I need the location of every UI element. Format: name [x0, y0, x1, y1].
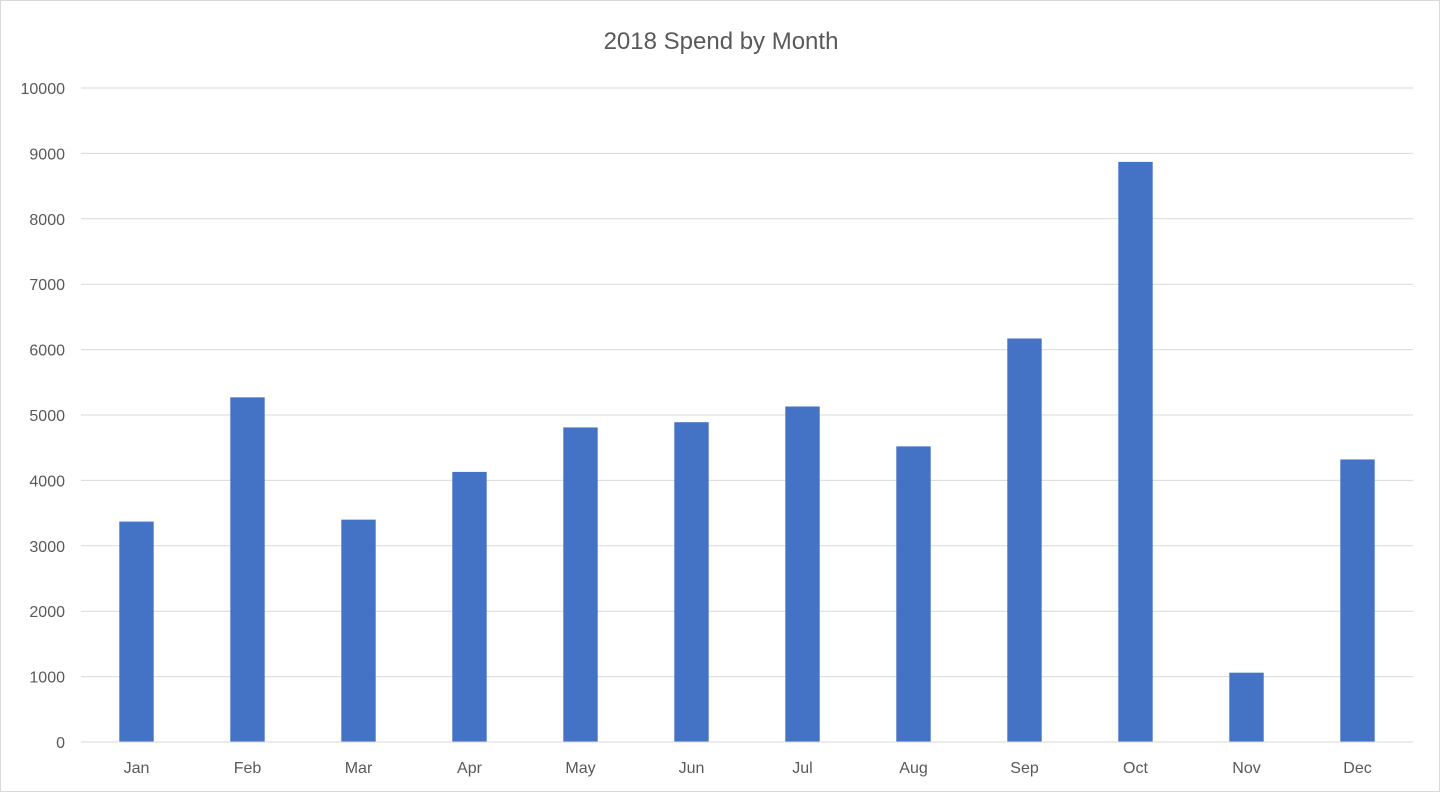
x-tick-label: Jul [792, 760, 812, 777]
x-tick-label: Nov [1232, 760, 1260, 777]
bar-jan [119, 521, 154, 742]
bar-nov [1229, 672, 1264, 742]
bar-oct [1118, 161, 1153, 743]
bar-dec [1340, 459, 1375, 742]
bars [119, 161, 1375, 743]
x-tick-label: Sep [1010, 760, 1039, 777]
y-tick-label: 8000 [29, 212, 65, 229]
y-tick-label: 1000 [29, 670, 65, 687]
bar-apr [452, 471, 487, 742]
y-tick-label: 7000 [29, 277, 65, 294]
x-tick-label: Jan [124, 760, 150, 777]
y-tick-label: 5000 [29, 408, 65, 425]
bar-feb [230, 397, 265, 742]
x-tick-label: Mar [345, 760, 373, 777]
bar-jul [785, 406, 820, 742]
y-tick-label: 3000 [29, 539, 65, 556]
x-tick-label: May [565, 760, 595, 777]
x-tick-label: Aug [899, 760, 927, 777]
x-tick-label: Dec [1343, 760, 1371, 777]
x-axis-tick-labels: Jan Feb Mar Apr May Jun Jul Aug Sep Oct Nov Dec [124, 760, 1372, 777]
bar-mar [341, 519, 376, 742]
x-tick-label: Apr [457, 760, 483, 777]
bar-jun [674, 422, 709, 742]
gridlines [81, 87, 1413, 678]
y-tick-label: 6000 [29, 343, 65, 360]
y-tick-label: 10000 [21, 81, 66, 98]
y-tick-label: 0 [56, 735, 65, 752]
y-axis-tick-labels: 0 1000 2000 3000 4000 5000 6000 7000 8000 9000 100… [21, 81, 66, 752]
y-tick-label: 4000 [29, 473, 65, 490]
x-tick-label: Feb [234, 760, 262, 777]
y-tick-label: 2000 [29, 604, 65, 621]
x-tick-label: Jun [679, 760, 705, 777]
chart-title: 2018 Spend by Month [604, 28, 839, 55]
x-tick-label: Oct [1123, 760, 1148, 777]
bar-may [563, 427, 598, 742]
y-tick-label: 9000 [29, 146, 65, 163]
bar-sep [1007, 338, 1042, 742]
bar-aug [896, 446, 931, 742]
